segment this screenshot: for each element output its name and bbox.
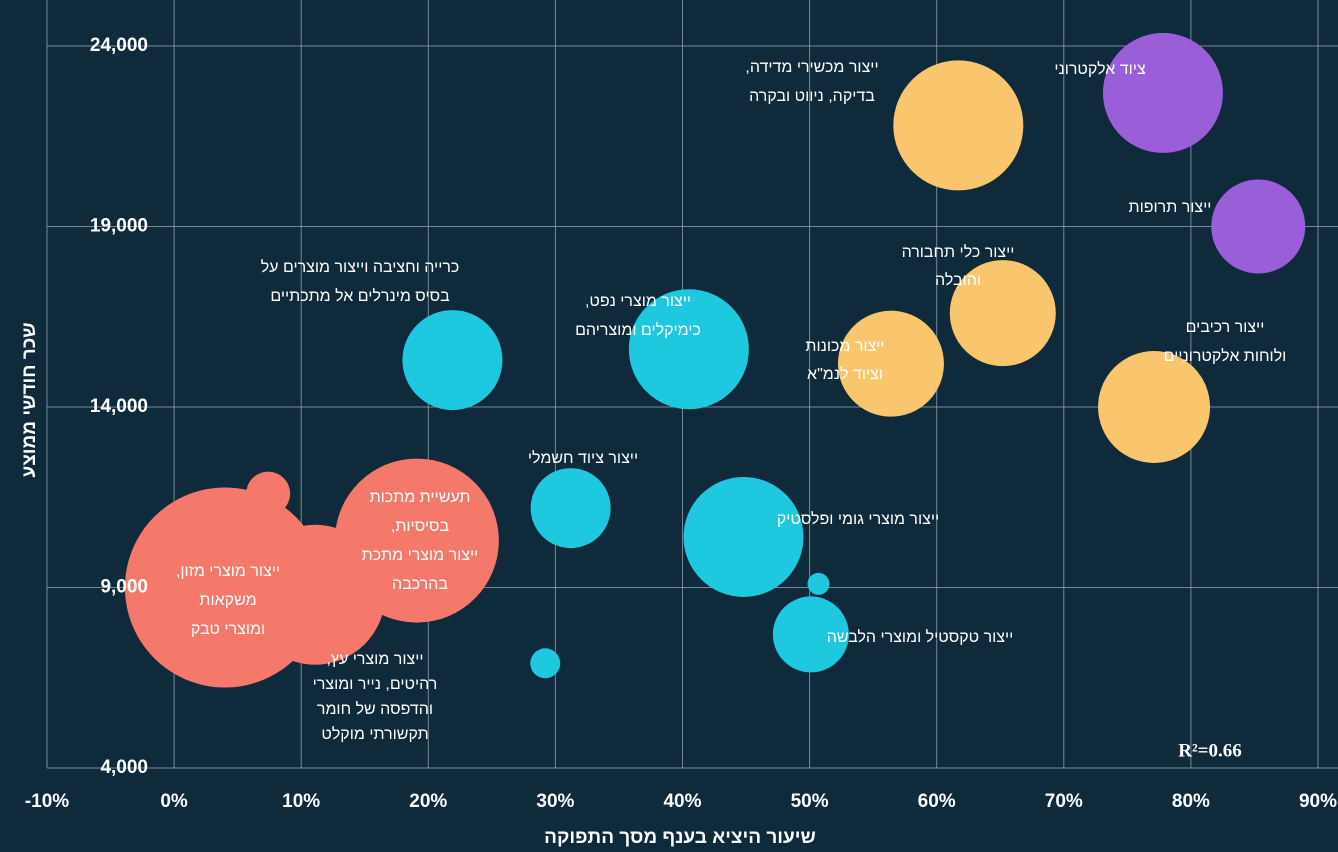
bubble-label: ומוצרי טבק <box>191 621 265 638</box>
y-tick-label: 24,000 <box>90 35 148 56</box>
bubble <box>530 648 561 679</box>
bubble <box>837 310 944 417</box>
y-tick-label: 9,000 <box>100 577 148 598</box>
bubble-label: ייצור טקסטיל ומוצרי הלבשה <box>827 628 1014 646</box>
y-tick-label: 19,000 <box>90 216 148 237</box>
bubble-label: כימיקלים ומוצריהם <box>575 321 701 339</box>
x-tick-label: 0% <box>160 791 188 812</box>
x-tick-label: 10% <box>282 791 320 812</box>
x-tick-label: 80% <box>1172 791 1210 812</box>
bubble-label: והדפסה של חומר <box>317 700 433 718</box>
bubble-label: בהרכבה <box>392 576 448 593</box>
bubble-label: בסיס מינרלים אל מתכתיים <box>270 287 450 305</box>
x-tick-label: 20% <box>409 791 447 812</box>
x-tick-label: 90% <box>1299 791 1337 812</box>
bubble-label: תקשורתי מוקלט <box>321 725 428 743</box>
bubble-label: ייצור מוצרי נפט, <box>585 293 691 310</box>
bubble-label: ייצור כלי תחבורה <box>902 243 1015 261</box>
bubble <box>530 468 611 549</box>
bubble-label: ייצור מוצרי מזון, <box>176 563 280 580</box>
bubble <box>893 60 1024 191</box>
bubble-label: וציוד לנמ"א <box>807 365 883 383</box>
bubble <box>683 476 804 597</box>
bubble <box>1098 351 1211 463</box>
bubble <box>402 310 503 411</box>
bubble-label: ייצור מכונות <box>805 338 884 355</box>
bubble-label: בסיסיות, <box>391 518 450 535</box>
y-axis-title: שכר חודשי ממוצע <box>19 322 40 477</box>
bubble-label: ייצור רכיבים <box>1186 319 1265 336</box>
y-tick-label: 4,000 <box>100 757 148 778</box>
bubble <box>1102 32 1223 153</box>
annotation: R²=0.66 <box>1178 740 1242 761</box>
bubble-label: כרייה וחציבה וייצור מוצרים על <box>261 258 460 276</box>
bubble <box>1211 179 1306 274</box>
x-tick-label: -10% <box>25 791 69 812</box>
bubble-label: רהיטים, נייר ומוצרי <box>313 676 438 693</box>
x-tick-label: 60% <box>918 791 956 812</box>
x-tick-label: 40% <box>663 791 701 812</box>
bubble <box>949 260 1056 367</box>
bubble <box>772 596 849 673</box>
bubble-label: ייצור תרופות <box>1129 199 1212 216</box>
bubble-label: בדיקה, ניווט ובקרה <box>749 88 875 105</box>
bubble-label: ולוחות אלקטרוניים <box>1164 347 1287 365</box>
bubble-label: ייצור מוצרי גומי ופלסטיק <box>777 510 939 528</box>
x-tick-label: 70% <box>1045 791 1083 812</box>
bubble <box>334 458 499 623</box>
bubble <box>246 471 291 516</box>
bubble-label: ייצור מכשירי מדידה, <box>745 59 878 76</box>
bubble-label: תעשיית מתכות <box>370 489 471 506</box>
bubble-label: ייצור מוצרי מתכת <box>362 547 479 564</box>
bubble <box>807 572 830 595</box>
y-tick-label: 14,000 <box>90 396 148 417</box>
bubble-label: ציוד אלקטרוני <box>1054 60 1146 78</box>
x-axis-title: שיעור היציא בענף מסך התפוקה <box>544 827 816 848</box>
x-tick-label: 50% <box>791 791 829 812</box>
bubble-label: ייצור מוצרי עץ, <box>326 651 423 668</box>
bubble-label: ייצור ציוד חשמלי <box>528 449 638 467</box>
x-tick-label: 30% <box>536 791 574 812</box>
bubble-label: והובלה <box>935 271 981 289</box>
bubble <box>628 289 749 410</box>
bubble-label: משקאות <box>199 592 256 609</box>
